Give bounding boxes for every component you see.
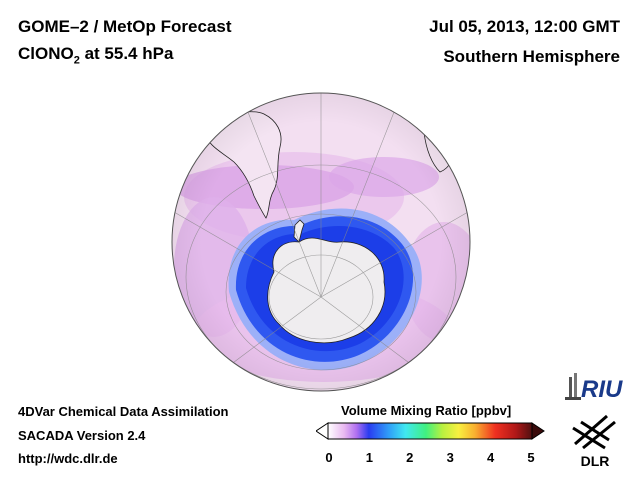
colorbar-tick-label: 5 (527, 450, 535, 465)
species-subscript: 2 (73, 54, 80, 67)
product-title: GOME–2 / MetOp Forecast (18, 17, 232, 36)
colorbar (316, 422, 545, 440)
footer-url[interactable]: http://wdc.dlr.de (18, 451, 118, 466)
footer-method: 4DVar Chemical Data Assimilation (18, 404, 229, 419)
new-zealand (453, 341, 470, 368)
riu-logo-text: RIU (581, 376, 623, 403)
region-label: Southern Hemisphere (443, 47, 620, 66)
colorbar-tick-label: 0 (325, 450, 333, 465)
colorbar-tick-label: 2 (406, 450, 414, 465)
colorbar-max-arrow (531, 422, 545, 440)
colorbar-title: Volume Mixing Ratio [ppbv] (341, 403, 512, 418)
forecast-date: Jul 05, 2013, 12:00 GMT (429, 17, 620, 36)
riu-logo: RIU (565, 373, 623, 403)
species-name: ClONO (18, 44, 74, 63)
colorbar-tick-label: 1 (365, 450, 374, 465)
dlr-logo-text: DLR (581, 453, 610, 468)
colorbar-tick-label: 4 (486, 450, 495, 465)
colorbar-gradient (327, 422, 533, 440)
species-title: ClONO2 at 55.4 hPa (18, 44, 173, 66)
species-level: at 55.4 hPa (79, 44, 174, 63)
globe-map (171, 92, 471, 392)
footer-version: SACADA Version 2.4 (18, 428, 146, 443)
colorbar-tick-label: 3 (446, 450, 454, 465)
colorbar-min-arrow (316, 422, 329, 440)
globe-outline (171, 92, 471, 392)
dlr-logo: DLR (572, 414, 616, 468)
